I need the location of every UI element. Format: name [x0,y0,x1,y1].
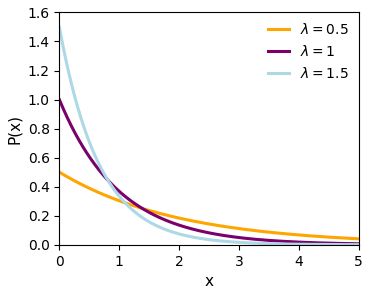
Y-axis label: P(x): P(x) [7,114,22,144]
$\lambda=1.5$ [189,235,194,239]
$\lambda=1.5$ [296,242,300,246]
$\lambda=1$ [356,242,361,246]
$\lambda=1$ [290,240,295,244]
$\lambda=0.5$ [88,187,92,190]
$\lambda=0.5$ [290,233,295,236]
X-axis label: x: x [205,274,213,289]
$\lambda=1.5$ [57,25,61,29]
$\lambda=1.5$ [88,142,92,145]
$\lambda=1.5$ [263,242,267,245]
$\lambda=1$ [189,227,194,231]
$\lambda=0.5$ [356,237,361,241]
Line: $\lambda=0.5$: $\lambda=0.5$ [59,172,359,239]
$\lambda=1$ [296,240,300,244]
$\lambda=1.5$ [178,233,183,236]
$\lambda=0.5$ [296,233,300,237]
$\lambda=1.5$ [356,243,361,247]
$\lambda=1$ [178,224,183,227]
Line: $\lambda=1$: $\lambda=1$ [59,99,359,244]
$\lambda=1$ [263,238,267,242]
$\lambda=0.5$ [178,217,183,220]
$\lambda=0.5$ [189,219,194,222]
Line: $\lambda=1.5$: $\lambda=1.5$ [59,27,359,245]
$\lambda=0.5$ [57,170,61,174]
$\lambda=0.5$ [263,230,267,234]
$\lambda=1.5$ [290,242,295,246]
$\lambda=1$ [57,98,61,101]
$\lambda=1$ [88,156,92,160]
Legend: $\lambda=0.5$, $\lambda=1$, $\lambda=1.5$: $\lambda=0.5$, $\lambda=1$, $\lambda=1.5… [263,17,354,87]
